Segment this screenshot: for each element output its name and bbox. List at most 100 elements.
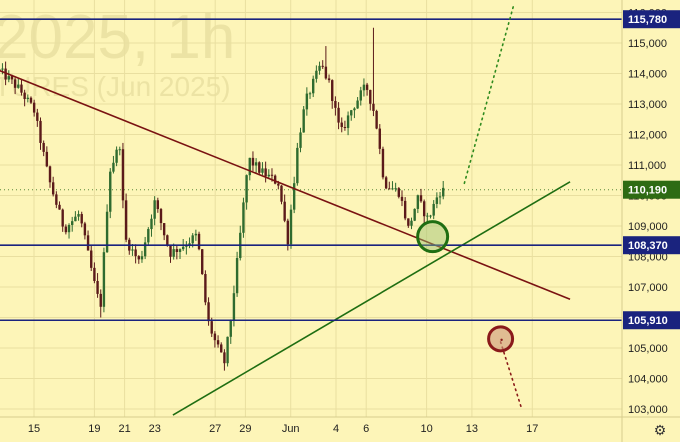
candle <box>229 319 232 344</box>
price-tick-label: 104,000 <box>628 374 668 386</box>
candle-body <box>426 215 429 217</box>
candle <box>254 158 258 173</box>
candle <box>147 227 150 246</box>
candle <box>305 87 309 116</box>
candle <box>216 335 220 348</box>
candle-body <box>140 256 144 260</box>
candle <box>318 61 321 75</box>
candle <box>204 270 207 306</box>
candle-body <box>178 249 182 252</box>
candle <box>321 60 324 69</box>
candle-body <box>67 224 71 233</box>
candle <box>334 96 337 116</box>
candle-body <box>346 115 350 128</box>
time-tick-label: Jun <box>282 423 300 435</box>
candle-body <box>172 249 175 257</box>
candle <box>283 194 286 223</box>
candle <box>327 74 331 83</box>
candle-body <box>397 188 401 197</box>
candle <box>23 89 26 107</box>
candle <box>359 86 362 106</box>
candle <box>67 223 71 239</box>
candle-body <box>51 182 55 195</box>
candle-body <box>292 183 296 210</box>
candle-body <box>201 249 204 275</box>
candle-body <box>143 242 147 257</box>
candle <box>416 194 420 214</box>
candle <box>32 99 36 117</box>
candle <box>245 174 248 210</box>
level-price-tag: 105,910 <box>628 315 668 327</box>
candle-body <box>311 78 315 94</box>
time-tick-label: 13 <box>466 423 478 435</box>
candle-body <box>4 68 7 80</box>
candle-body <box>159 209 163 224</box>
candle-body <box>55 194 58 205</box>
candle-body <box>191 235 194 244</box>
candle <box>112 155 115 174</box>
candle-body <box>229 320 232 337</box>
candle-body <box>23 92 26 100</box>
candle-body <box>80 214 83 224</box>
candle <box>102 247 106 313</box>
candle-body <box>197 233 201 250</box>
candle <box>64 224 68 235</box>
candle-body <box>64 226 68 233</box>
candle-body <box>375 110 378 129</box>
candle <box>292 176 296 214</box>
candle-body <box>194 233 198 236</box>
candle-body <box>350 110 353 116</box>
bearish-projection-line <box>499 341 523 410</box>
candle <box>235 251 239 297</box>
candles <box>0 27 445 371</box>
candle-body <box>124 200 128 240</box>
candle-body <box>232 293 236 321</box>
candle-body <box>156 200 160 210</box>
candle-body <box>369 89 372 104</box>
candle-body <box>318 65 321 71</box>
candle-body <box>162 223 166 236</box>
candle <box>86 230 90 251</box>
candle-body <box>381 148 385 178</box>
candle <box>153 196 156 226</box>
candle-body <box>36 112 39 121</box>
candle-body <box>121 149 125 201</box>
candle-body <box>181 246 185 250</box>
candle-body <box>267 174 271 177</box>
candle <box>39 117 42 150</box>
candle <box>267 169 271 178</box>
candle-body <box>356 100 359 109</box>
candle <box>220 342 223 353</box>
candle <box>213 331 217 348</box>
price-tick-label: 103,000 <box>628 404 668 416</box>
price-tick-label: 115,000 <box>628 38 667 50</box>
candle <box>381 146 385 180</box>
candle-body <box>109 171 112 212</box>
candle <box>413 208 416 222</box>
settings-gear-icon[interactable]: ⚙ <box>653 422 667 438</box>
price-tick-label: 113,000 <box>628 99 667 111</box>
candle-body <box>153 200 156 219</box>
candle <box>419 188 423 203</box>
level-price-tag-bg <box>623 236 680 255</box>
candle <box>140 250 144 263</box>
candle <box>188 237 191 249</box>
candle-body <box>216 340 220 345</box>
candle-body <box>277 183 280 186</box>
candle <box>159 207 163 231</box>
candle-body <box>105 211 109 253</box>
candle-body <box>48 166 52 183</box>
candle-body <box>378 128 381 149</box>
candle-body <box>26 97 30 100</box>
candle <box>185 241 188 255</box>
candle-body <box>254 162 258 166</box>
candle-body <box>102 252 106 307</box>
last-price-tag-bg <box>623 180 680 199</box>
candle-body <box>305 93 309 110</box>
candle <box>74 211 77 222</box>
candle-body <box>321 65 324 67</box>
candle-body <box>394 188 397 190</box>
candle <box>36 108 39 127</box>
time-tick-label: 4 <box>333 423 339 435</box>
